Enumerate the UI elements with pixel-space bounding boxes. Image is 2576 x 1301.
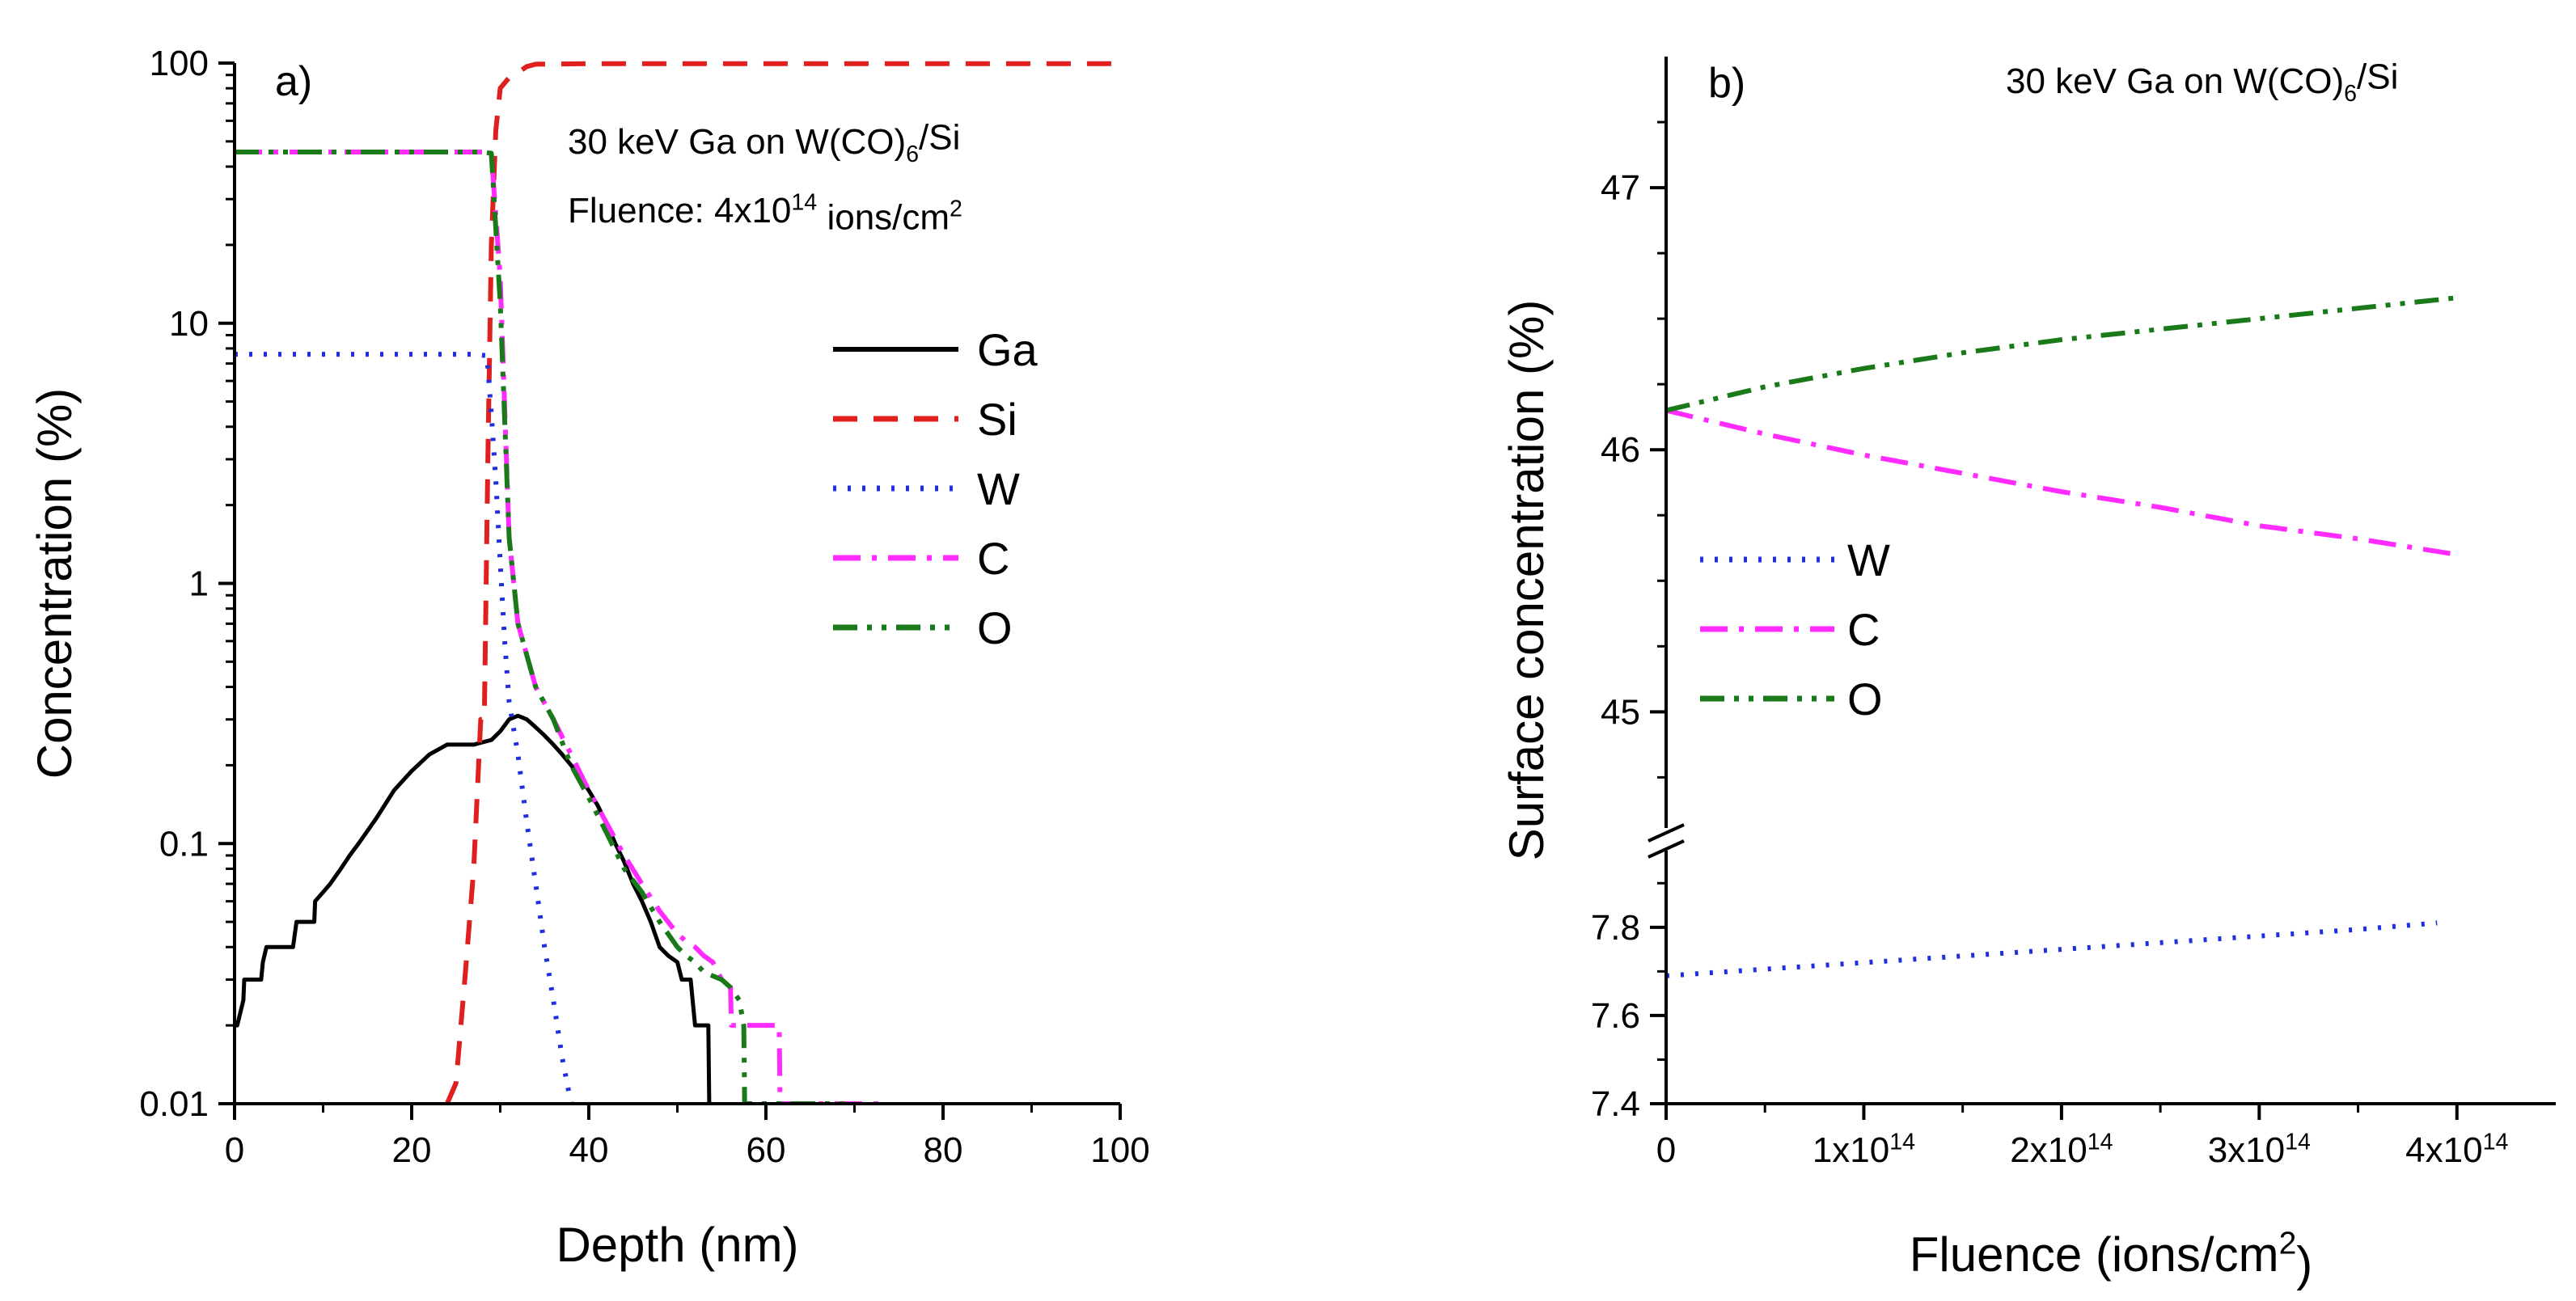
axis-break-mark-1: [1648, 823, 1685, 843]
x-axis-title-b: Fluence (ions/cm2): [1910, 1227, 2313, 1291]
y-tick-label-a: 0.01: [139, 1084, 209, 1124]
legend-label-b-c: C: [1847, 604, 1880, 655]
y-tick-label-a: 10: [169, 304, 209, 344]
x-axis-title-b-part: 2: [2279, 1227, 2297, 1261]
x-tick-label-b-part: 1x10: [1813, 1130, 1889, 1170]
legend-label-b-w: W: [1847, 534, 1890, 585]
x-tick-label-b: 2x1014: [2010, 1129, 2113, 1170]
axis-break-mark-2: [1648, 839, 1685, 859]
annotation-fluence-a-part: ions/cm: [817, 197, 950, 237]
x-tick-label-b-part: 4x10: [2405, 1130, 2482, 1170]
panel-label-a: a): [275, 58, 312, 105]
y-tick-label-b-lower: 7.6: [1591, 996, 1640, 1036]
x-tick-label-a: 60: [747, 1130, 786, 1170]
annotation-fluence-a-part: 2: [950, 196, 962, 222]
series-line-a-c: [235, 150, 882, 1104]
x-tick-label-b: 1x1014: [1813, 1129, 1915, 1170]
x-tick-label-b: 3x1014: [2208, 1129, 2311, 1170]
annotation-title-a-part: 6: [906, 142, 919, 167]
x-tick-label-b-part: 14: [2087, 1129, 2113, 1155]
x-tick-label-a: 40: [569, 1130, 609, 1170]
x-tick-label-b: 0: [1656, 1130, 1676, 1170]
x-tick-label-b: 4x1014: [2405, 1129, 2508, 1170]
annotation-title-b: 30 keV Ga on W(CO)6/Si: [2006, 57, 2398, 107]
panel-a: 0 20 40 60 80 100 100 10 1 0.1 0.01 Depth (nm) Conce…: [27, 44, 1150, 1272]
series-group-a: [235, 61, 1120, 1104]
y-tick-label-a: 0.1: [159, 824, 209, 864]
legend-label-a-si: Si: [977, 394, 1017, 445]
series-line-b-o: [1665, 295, 2458, 413]
panel-label-b: b): [1708, 60, 1745, 107]
x-tick-label-b-part: 2x10: [2010, 1130, 2087, 1170]
y-tick-label-b-upper: 47: [1601, 168, 1640, 208]
x-axis-title-b-part: Fluence (ions/cm: [1910, 1227, 2279, 1282]
x-tick-label-b-part: 14: [1889, 1129, 1915, 1155]
legend-label-a-w: W: [977, 463, 1020, 514]
x-tick-label-b-part: 3x10: [2208, 1130, 2285, 1170]
x-tick-label-a: 0: [225, 1130, 244, 1170]
y-tick-label-b-lower: 7.8: [1591, 908, 1640, 948]
y-tick-label-b-upper: 46: [1601, 430, 1640, 470]
legend-label-a-o: O: [977, 602, 1013, 653]
annotation-fluence-a-part: Fluence: 4x10: [568, 191, 791, 230]
annotation-fluence-a-part: 14: [791, 189, 817, 215]
x-axis-title-a: Depth (nm): [556, 1218, 798, 1272]
x-tick-label-b-part: 14: [2285, 1129, 2311, 1155]
x-axis-title-b-part: ): [2296, 1237, 2312, 1291]
annotation-title-b-part: /Si: [2357, 57, 2398, 97]
annotation-fluence-a: Fluence: 4x1014 ions/cm2: [568, 189, 962, 237]
y-tick-label-a: 1: [189, 564, 209, 604]
annotation-title-b-part: 30 keV Ga on W(CO): [2006, 61, 2344, 101]
legend-label-a-c: C: [977, 533, 1009, 584]
y-axis-title-b: Surface concentration (%): [1499, 300, 1554, 861]
series-line-a-w: [235, 352, 574, 1104]
legend-b: WCO: [1700, 534, 1890, 724]
y-tick-label-a: 100: [150, 44, 209, 83]
y-tick-label-b-lower: 7.4: [1591, 1084, 1640, 1124]
series-line-a-ga: [235, 713, 712, 1104]
x-tick-label-a: 80: [924, 1130, 963, 1170]
series-line-b-c: [1665, 408, 2458, 557]
annotation-title-a-part: 30 keV Ga on W(CO): [568, 122, 906, 162]
series-line-a-o: [235, 150, 855, 1104]
x-tick-label-b-part: 14: [2483, 1129, 2509, 1155]
annotation-title-b-part: 6: [2344, 81, 2357, 107]
annotation-title-a-part: /Si: [919, 118, 960, 158]
series-line-b-w: [1665, 920, 2438, 978]
y-tick-label-b-upper: 45: [1601, 692, 1640, 732]
annotation-title-a: 30 keV Ga on W(CO)6/Si: [568, 118, 960, 167]
y-axis-title-a: Concentration (%): [27, 388, 82, 779]
legend-label-b-o: O: [1847, 674, 1883, 724]
legend-label-a-ga: Ga: [977, 324, 1038, 375]
series-line-a-si: [445, 61, 1120, 1104]
x-tick-label-a: 100: [1090, 1130, 1149, 1170]
legend-a: Ga Si WCO: [833, 324, 1038, 653]
x-tick-label-a: 20: [392, 1130, 432, 1170]
